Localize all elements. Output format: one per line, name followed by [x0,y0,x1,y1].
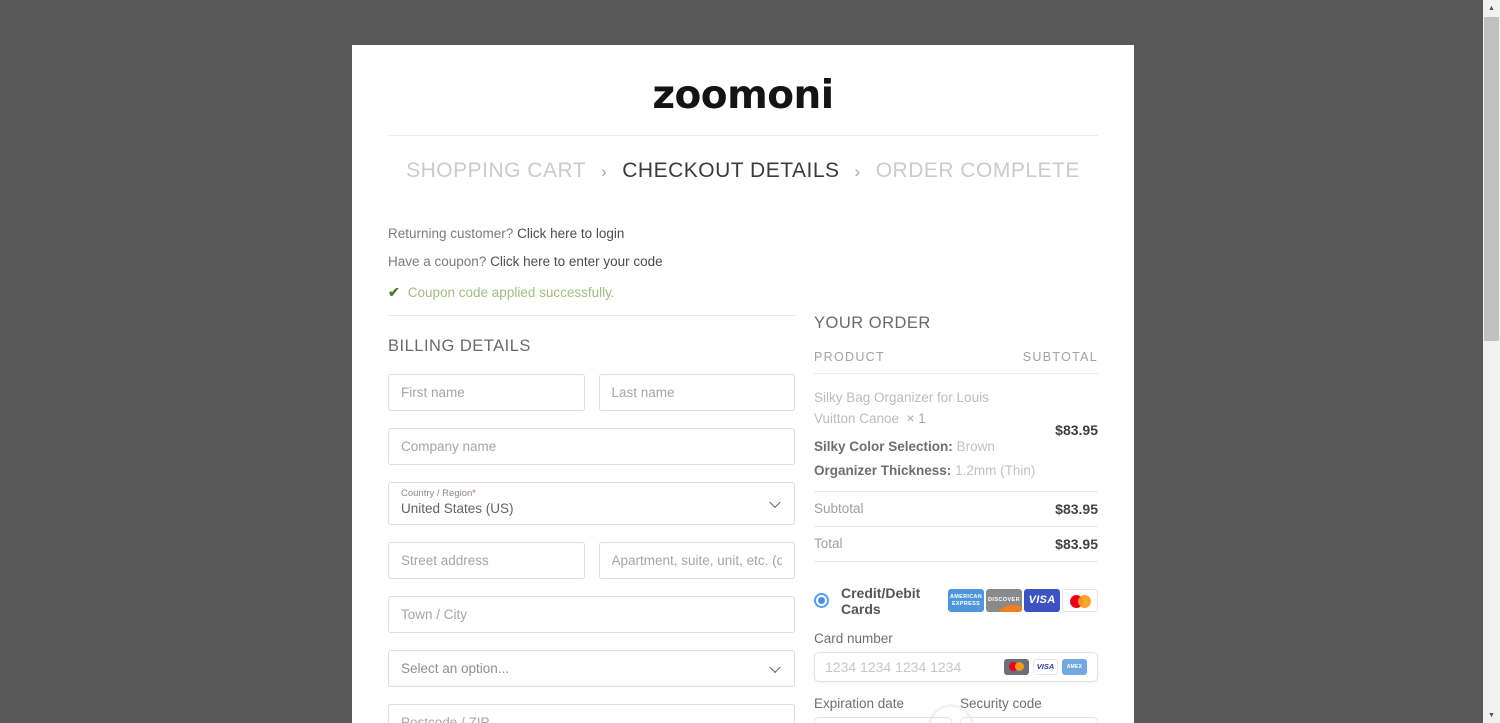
site-header: zoomoni [388,45,1098,135]
discover-icon: DISCOVER [986,589,1022,613]
company-name-input[interactable] [388,428,795,465]
scrollbar[interactable]: ▲ ▼ [1483,0,1500,723]
card-number-field[interactable]: VISA AMEX [814,651,1098,682]
returning-customer-text: Returning customer? [388,226,514,241]
security-code-field[interactable]: 123 [960,716,1098,723]
subtotal-label: Subtotal [814,501,864,517]
credit-card-radio[interactable] [814,593,829,609]
breadcrumb-separator-icon: › [854,161,861,181]
order-table-header: PRODUCT SUBTOTAL [814,350,1098,374]
card-number-input[interactable] [825,658,1004,675]
billing-details-title: BILLING DETAILS [388,337,531,355]
security-code-label: Security code [960,695,1042,711]
coupon-link[interactable]: Click here to enter your code [490,254,663,269]
chevron-down-icon [769,661,781,673]
returning-customer-notice: Returning customer? Click here to login [388,226,795,241]
last-name-input[interactable] [598,374,795,411]
site-logo[interactable]: zoomoni [652,73,834,118]
apartment-input[interactable] [598,542,795,579]
checkout-page: zoomoni SHOPPING CART › CHECKOUT DETAILS… [352,45,1134,723]
city-input[interactable] [388,596,795,633]
product-quantity: × 1 [906,410,926,426]
subtotal-column-header: SUBTOTAL [1022,350,1098,364]
visa-icon: VISA [1033,658,1058,675]
scroll-up-arrow-icon[interactable]: ▲ [1488,4,1495,12]
coupon-notice: Have a coupon? Click here to enter your … [388,254,795,269]
product-price: $83.95 [1055,422,1098,438]
card-brand-icons: AMERICAN EXPRESS DISCOVER VISA [948,589,1098,613]
country-label: Country / Region* [401,488,476,499]
payment-method-cards[interactable]: Credit/Debit Cards AMERICAN EXPRESS DISC… [814,585,1098,617]
scroll-down-arrow-icon[interactable]: ▼ [1488,711,1495,719]
postcode-input[interactable] [388,704,795,723]
mastercard-icon [1062,589,1098,613]
scrollbar-thumb[interactable] [1484,17,1499,341]
mastercard-icon [1004,658,1029,675]
breadcrumb: SHOPPING CART › CHECKOUT DETAILS › ORDER… [388,136,1098,183]
header-divider [388,135,1098,136]
subtotal-row: Subtotal $83.95 [814,492,1098,527]
expiration-date-label: Expiration date [814,695,905,711]
coupon-applied-message: ✔ Coupon code applied successfully. [388,284,795,301]
check-icon: ✔ [388,284,400,300]
amex-icon: AMERICAN EXPRESS [948,589,984,613]
your-order-title: YOUR ORDER [814,314,931,332]
product-option-thickness: Organizer Thickness: 1.2mm (Thin) [814,462,1036,478]
coupon-text: Have a coupon? [388,254,487,269]
total-label: Total [814,536,843,552]
state-select-value: Select an option... [401,661,510,676]
visa-icon: VISA [1024,589,1060,613]
street-address-input[interactable] [388,542,585,579]
section-divider [388,315,795,316]
product-option-color: Silky Color Selection: Brown [814,438,995,454]
card-number-label: Card number [814,630,893,646]
product-column-header: PRODUCT [814,350,885,364]
product-name: Silky Bag Organizer for Louis Vuitton Ca… [814,390,989,426]
credit-card-label: Credit/Debit Cards [841,584,921,617]
amex-icon: AMEX [1062,658,1087,675]
expiration-date-field[interactable] [814,716,952,723]
breadcrumb-separator-icon: › [601,161,608,181]
country-value: United States (US) [401,501,514,516]
required-asterisk: * [472,488,476,499]
country-select[interactable]: Country / Region* United States (US) [388,482,795,525]
state-select[interactable]: Select an option... [388,650,795,687]
first-name-input[interactable] [388,374,585,411]
subtotal-value: $83.95 [1055,500,1098,517]
breadcrumb-order-complete: ORDER COMPLETE [875,158,1080,182]
order-item-row: Silky Bag Organizer for Louis Vuitton Ca… [814,374,1098,492]
total-row: Total $83.95 [814,527,1098,562]
breadcrumb-shopping-cart[interactable]: SHOPPING CART [406,158,587,182]
total-value: $83.95 [1055,535,1098,552]
accepted-card-icons: VISA AMEX [1004,658,1087,675]
breadcrumb-checkout-details: CHECKOUT DETAILS [622,158,840,182]
login-link[interactable]: Click here to login [517,226,625,241]
coupon-applied-text: Coupon code applied successfully. [407,285,615,300]
